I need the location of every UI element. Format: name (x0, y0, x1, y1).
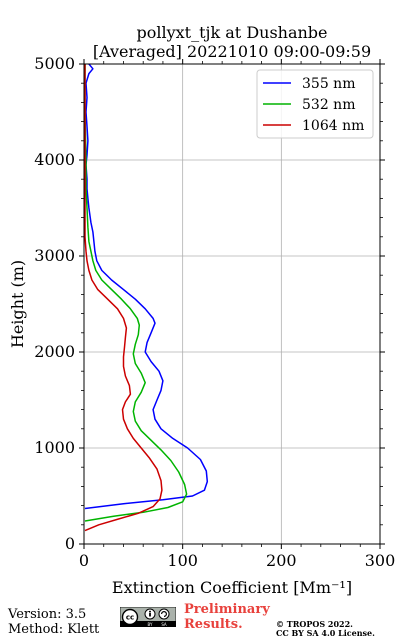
x-tick-label: 0 (79, 551, 89, 570)
copyright-text: © TROPOS 2022. CC BY SA 4.0 License. (276, 620, 375, 638)
copyright-line1: © TROPOS 2022. (276, 619, 353, 629)
y-tick-label: 4000 (34, 150, 75, 169)
y-axis-label: Height (m) (8, 260, 27, 348)
svg-text:cc: cc (126, 614, 134, 622)
x-tick-label: 300 (365, 551, 396, 570)
legend-label: 355 nm (302, 76, 355, 92)
svg-text:SA: SA (161, 622, 167, 627)
legend: 355 nm 532 nm 1064 nm (256, 69, 374, 139)
y-tick-label: 3000 (34, 246, 75, 265)
version-text: Version: 3.5 (8, 607, 87, 622)
cc-by-sa-logo: cc BY SA (120, 607, 176, 627)
chart-svg: pollyxt_tjk at Dushanbe [Averaged] 20221… (8, 23, 395, 597)
legend-label: 532 nm (302, 97, 355, 113)
series-layer (84, 63, 209, 532)
y-tick-label: 2000 (34, 342, 75, 361)
legend-box (256, 69, 374, 139)
chart-title-line2: [Averaged] 20221010 09:00-09:59 (93, 42, 371, 61)
svg-text:BY: BY (148, 622, 154, 627)
preliminary-results-text: Preliminary Results. (184, 602, 270, 632)
x-axis-label: Extinction Coefficient [Mm⁻¹] (112, 578, 352, 597)
y-tick-label: 5000 (34, 54, 75, 73)
preliminary-line1: Preliminary (184, 602, 270, 617)
series-line-1064-nm (84, 64, 163, 532)
series-line-355-nm (84, 63, 209, 510)
chart-title-line1: pollyxt_tjk at Dushanbe (136, 23, 327, 42)
y-tick-label: 1000 (34, 438, 75, 457)
series-line-532-nm (84, 64, 188, 522)
plot-frame (83, 63, 381, 545)
copyright-line2: CC BY SA 4.0 License. (276, 628, 375, 638)
y-tick-label: 0 (65, 534, 75, 553)
x-tick-label: 200 (266, 551, 297, 570)
preliminary-line2: Results. (184, 617, 243, 632)
legend-label: 1064 nm (302, 118, 364, 134)
x-tick-label: 100 (167, 551, 198, 570)
method-text: Method: Klett (8, 622, 100, 637)
